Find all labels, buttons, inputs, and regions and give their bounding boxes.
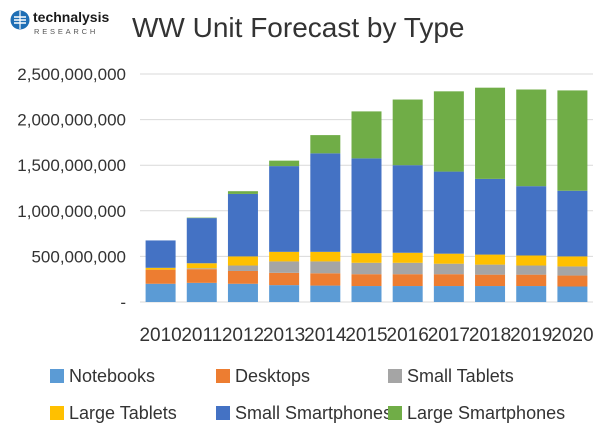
legend-label: Small Tablets <box>407 366 514 386</box>
logo-sub: RESEARCH <box>34 27 98 36</box>
bar-segment-large-tablets <box>433 253 464 264</box>
bar-segment-large-tablets <box>310 251 341 262</box>
bar-segment-small-tablets <box>269 261 300 273</box>
y-tick-label: 1,000,000,000 <box>17 202 126 221</box>
x-tick-label: 2015 <box>345 325 387 346</box>
bar-segment-small-smartphones <box>475 178 506 255</box>
bar-segment-small-smartphones <box>145 240 176 268</box>
bar-segment-large-tablets <box>145 267 176 270</box>
bar-segment-small-tablets <box>557 266 588 276</box>
bar-segment-small-tablets <box>351 262 382 275</box>
bar-segment-small-smartphones <box>227 193 258 257</box>
bar-segment-desktops <box>557 275 588 287</box>
y-tick-label: - <box>120 293 126 312</box>
bar-segment-notebooks <box>227 283 258 302</box>
x-tick-label: 2010 <box>139 325 181 346</box>
legend-label: Large Smartphones <box>407 403 565 423</box>
bar-segment-large-smartphones <box>351 111 382 159</box>
legend-swatch <box>216 406 230 420</box>
legend-label: Desktops <box>235 366 310 386</box>
legend-label: Notebooks <box>69 366 155 386</box>
legend-label: Small Smartphones <box>235 403 392 423</box>
technalysis-logo: technalysis RESEARCH <box>6 7 116 47</box>
logo-mark: technalysis RESEARCH <box>10 9 109 36</box>
bar-segment-large-tablets <box>227 256 258 266</box>
bar-segment-notebooks <box>475 286 506 302</box>
bar-segment-large-tablets <box>475 254 506 265</box>
logo-name: technalysis <box>33 9 109 25</box>
bar-segment-small-smartphones <box>310 153 341 252</box>
legend-swatch <box>50 406 64 420</box>
bar-segment-large-tablets <box>516 255 547 266</box>
x-tick-label: 2016 <box>387 325 429 346</box>
bar-segment-desktops <box>351 274 382 287</box>
bar-segment-small-smartphones <box>433 171 464 254</box>
bar-segment-small-tablets <box>310 261 341 274</box>
bar-segment-notebooks <box>269 285 300 302</box>
legend-swatch <box>388 369 402 383</box>
x-tick-label: 2020 <box>551 325 593 346</box>
bar-segment-desktops <box>433 274 464 287</box>
bar-segment-desktops <box>145 269 176 284</box>
bar-segment-desktops <box>227 270 258 284</box>
y-tick-label: 500,000,000 <box>31 247 126 266</box>
bar-segment-large-tablets <box>186 263 217 269</box>
bar-segment-notebooks <box>351 286 382 302</box>
y-tick-label: 2,000,000,000 <box>17 111 126 130</box>
bar-segment-large-smartphones <box>516 89 547 187</box>
bar-segment-small-smartphones <box>269 166 300 252</box>
legend-swatch <box>216 369 230 383</box>
bar-segment-large-smartphones <box>269 160 300 167</box>
bar-segment-large-smartphones <box>475 87 506 179</box>
logo-circle-icon <box>10 10 30 30</box>
bar-segment-small-tablets <box>433 263 464 275</box>
bar-segment-small-tablets <box>227 265 258 271</box>
bar-segment-small-smartphones <box>392 165 423 253</box>
bar-segment-large-smartphones <box>392 99 423 166</box>
bar-segment-notebooks <box>557 286 588 302</box>
x-tick-label: 2019 <box>510 325 552 346</box>
bar-segment-notebooks <box>392 286 423 302</box>
bar-segment-notebooks <box>516 286 547 302</box>
x-tick-label: 2012 <box>222 325 264 346</box>
bar-segment-large-smartphones <box>310 135 341 154</box>
bar-segment-desktops <box>186 269 217 283</box>
bar-segment-large-smartphones <box>227 191 258 194</box>
bar-segment-large-tablets <box>392 252 423 263</box>
bar-segment-desktops <box>392 274 423 287</box>
chart-title: WW Unit Forecast by Type <box>132 12 465 43</box>
x-tick-label: 2011 <box>181 325 222 346</box>
legend-label: Large Tablets <box>69 403 177 423</box>
bar-segment-small-tablets <box>392 262 423 275</box>
bar-segment-notebooks <box>433 286 464 302</box>
bar-segment-notebooks <box>310 285 341 302</box>
bar-segment-notebooks <box>145 283 176 302</box>
bar-segment-desktops <box>269 272 300 286</box>
bar-segment-large-tablets <box>557 256 588 267</box>
y-tick-label: 2,500,000,000 <box>17 65 126 84</box>
bar-segment-desktops <box>310 273 341 286</box>
y-tick-label: 1,500,000,000 <box>17 156 126 175</box>
x-tick-label: 2013 <box>263 325 305 346</box>
legend-swatch <box>50 369 64 383</box>
bar-segment-desktops <box>475 274 506 287</box>
bar-segment-small-tablets <box>516 265 547 275</box>
bar-segment-large-tablets <box>351 253 382 263</box>
x-tick-label: 2018 <box>469 325 511 346</box>
bar-segment-small-tablets <box>186 268 217 270</box>
bar-segment-notebooks <box>186 282 217 302</box>
x-tick-label: 2014 <box>304 325 347 346</box>
bar-segment-large-tablets <box>269 251 300 262</box>
bar-segment-desktops <box>516 274 547 287</box>
bar-segment-large-smartphones <box>433 91 464 172</box>
bar-segment-small-smartphones <box>516 186 547 256</box>
bar-segment-small-smartphones <box>186 218 217 264</box>
legend-swatch <box>388 406 402 420</box>
bar-segment-large-smartphones <box>557 90 588 191</box>
bar-segment-small-tablets <box>475 264 506 275</box>
bar-segment-small-smartphones <box>557 190 588 257</box>
bar-segment-small-smartphones <box>351 158 382 254</box>
x-tick-label: 2017 <box>428 325 470 346</box>
